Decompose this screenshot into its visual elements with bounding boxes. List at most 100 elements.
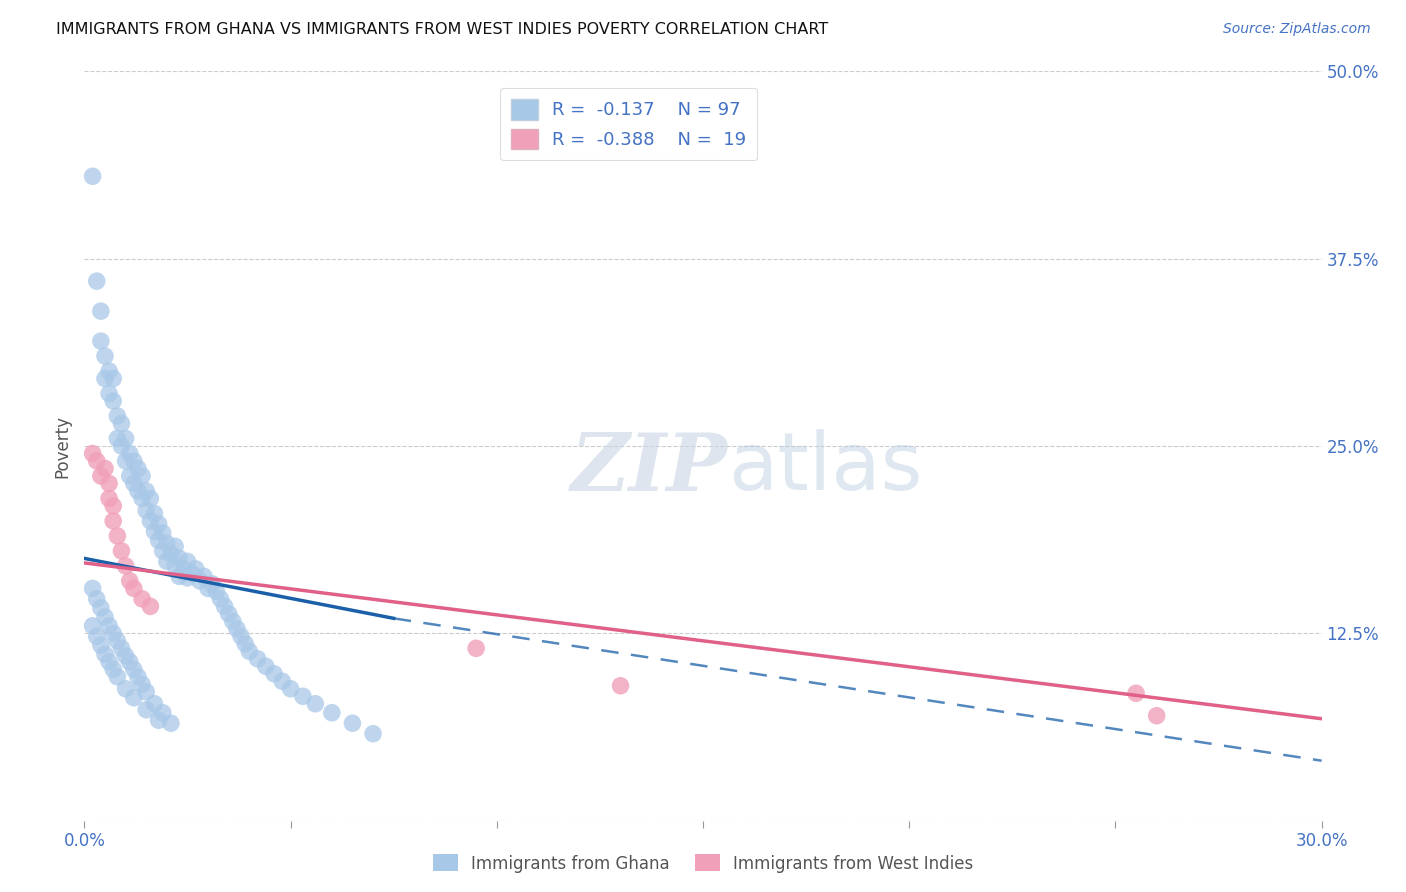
- Point: [131, 591, 153, 606]
- Point: [167, 569, 190, 583]
- Point: [148, 516, 170, 531]
- Point: [148, 713, 170, 727]
- Point: [233, 637, 256, 651]
- Point: [271, 674, 294, 689]
- Point: [143, 524, 166, 539]
- Point: [152, 544, 174, 558]
- Point: [263, 666, 285, 681]
- Point: [156, 554, 179, 568]
- Point: [94, 610, 117, 624]
- Text: Source: ZipAtlas.com: Source: ZipAtlas.com: [1223, 22, 1371, 37]
- Point: [103, 626, 125, 640]
- Point: [122, 582, 145, 596]
- Point: [90, 334, 112, 348]
- Point: [246, 652, 269, 666]
- Point: [110, 544, 132, 558]
- Point: [82, 169, 104, 184]
- Point: [135, 703, 157, 717]
- Point: [90, 638, 112, 652]
- Point: [103, 514, 125, 528]
- Point: [118, 655, 141, 669]
- Point: [361, 727, 384, 741]
- Point: [98, 619, 121, 633]
- Point: [114, 558, 136, 573]
- Point: [90, 600, 112, 615]
- Point: [1146, 708, 1168, 723]
- Point: [280, 681, 302, 696]
- Text: IMMIGRANTS FROM GHANA VS IMMIGRANTS FROM WEST INDIES POVERTY CORRELATION CHART: IMMIGRANTS FROM GHANA VS IMMIGRANTS FROM…: [56, 22, 828, 37]
- Point: [82, 446, 104, 460]
- Point: [193, 569, 215, 583]
- Point: [167, 551, 190, 566]
- Y-axis label: Poverty: Poverty: [53, 415, 72, 477]
- Point: [197, 582, 219, 596]
- Point: [131, 677, 153, 691]
- Point: [254, 659, 277, 673]
- Point: [165, 558, 187, 573]
- Point: [82, 582, 104, 596]
- Point: [127, 670, 149, 684]
- Point: [222, 615, 245, 629]
- Point: [218, 607, 240, 621]
- Point: [105, 529, 128, 543]
- Point: [98, 386, 121, 401]
- Legend: Immigrants from Ghana, Immigrants from West Indies: Immigrants from Ghana, Immigrants from W…: [426, 847, 980, 880]
- Point: [122, 454, 145, 468]
- Point: [160, 547, 183, 561]
- Point: [105, 670, 128, 684]
- Point: [122, 690, 145, 705]
- Point: [103, 394, 125, 409]
- Point: [110, 641, 132, 656]
- Point: [103, 662, 125, 676]
- Text: ZIP: ZIP: [571, 430, 728, 508]
- Point: [205, 584, 228, 599]
- Point: [118, 469, 141, 483]
- Point: [139, 491, 162, 506]
- Point: [342, 716, 364, 731]
- Point: [238, 644, 260, 658]
- Point: [176, 571, 198, 585]
- Point: [609, 679, 631, 693]
- Point: [98, 364, 121, 378]
- Point: [110, 439, 132, 453]
- Point: [94, 371, 117, 385]
- Point: [103, 499, 125, 513]
- Point: [135, 503, 157, 517]
- Point: [291, 690, 314, 704]
- Point: [127, 461, 149, 475]
- Point: [148, 533, 170, 548]
- Point: [160, 716, 183, 731]
- Point: [98, 476, 121, 491]
- Point: [143, 697, 166, 711]
- Point: [114, 681, 136, 696]
- Point: [165, 540, 187, 554]
- Point: [90, 469, 112, 483]
- Point: [105, 432, 128, 446]
- Point: [98, 491, 121, 506]
- Point: [139, 599, 162, 614]
- Point: [131, 491, 153, 506]
- Point: [143, 507, 166, 521]
- Point: [176, 554, 198, 568]
- Point: [82, 619, 104, 633]
- Point: [139, 514, 162, 528]
- Point: [209, 591, 232, 606]
- Point: [229, 629, 252, 643]
- Point: [86, 454, 108, 468]
- Text: atlas: atlas: [728, 429, 922, 508]
- Point: [465, 641, 488, 656]
- Point: [321, 706, 343, 720]
- Point: [118, 446, 141, 460]
- Point: [103, 371, 125, 385]
- Point: [110, 417, 132, 431]
- Point: [184, 562, 207, 576]
- Point: [94, 461, 117, 475]
- Point: [86, 629, 108, 643]
- Point: [127, 483, 149, 498]
- Point: [114, 432, 136, 446]
- Legend: R =  -0.137    N = 97, R =  -0.388    N =  19: R = -0.137 N = 97, R = -0.388 N = 19: [501, 88, 758, 161]
- Point: [152, 706, 174, 720]
- Point: [188, 574, 211, 588]
- Point: [105, 633, 128, 648]
- Point: [114, 648, 136, 663]
